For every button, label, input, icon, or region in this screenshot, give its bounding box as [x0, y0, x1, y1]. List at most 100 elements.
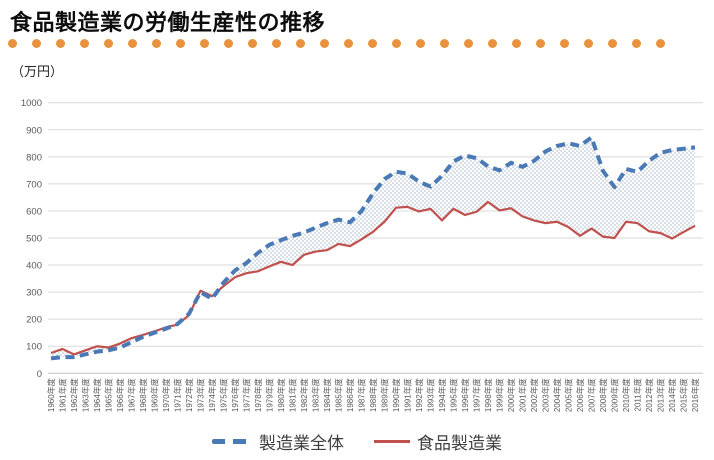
divider-dot	[224, 39, 233, 48]
legend-label: 製造業全体	[259, 434, 344, 453]
x-tick-label: 1966年度	[115, 378, 125, 412]
divider-dot	[464, 39, 473, 48]
x-tick-label: 1977年度	[242, 378, 252, 412]
x-tick-label: 1976年度	[230, 378, 240, 412]
y-tick-label: 600	[26, 206, 42, 217]
divider-dot	[392, 39, 401, 48]
x-tick-label: 1998年度	[483, 378, 493, 412]
x-tick-label: 1981年度	[288, 378, 298, 412]
x-tick-label: 1975年度	[219, 378, 229, 412]
x-tick-label: 1995年度	[449, 378, 459, 412]
x-tick-label: 1961年度	[58, 378, 68, 412]
x-tick-label: 1963年度	[81, 378, 91, 412]
y-tick-label: 900	[26, 125, 42, 136]
x-tick-label: 1979年度	[265, 378, 275, 412]
legend-item-food-manufacturing: 食品製造業	[374, 429, 502, 454]
divider-dot	[296, 39, 305, 48]
x-tick-label: 1983年度	[311, 378, 321, 412]
solid-line-swatch-icon	[374, 440, 410, 443]
y-tick-label: 300	[26, 288, 42, 299]
y-tick-label: 800	[26, 152, 42, 163]
series-line-food-manufacturing	[50, 200, 696, 356]
x-tick-label: 2003年度	[541, 378, 551, 412]
y-tick-label: 200	[26, 315, 42, 326]
x-tick-label: 1968年度	[138, 378, 148, 412]
x-tick-label: 1967年度	[127, 378, 137, 412]
x-tick-label: 1992年度	[414, 378, 424, 412]
x-tick-label: 2014年度	[667, 378, 677, 412]
x-tick-label: 1972年度	[184, 378, 194, 412]
divider-dot	[536, 39, 545, 48]
divider-dot	[440, 39, 449, 48]
divider-dot	[344, 39, 353, 48]
x-tick-label: 1994年度	[437, 378, 447, 412]
y-tick-label: 1000	[21, 98, 42, 109]
divider-dot	[608, 39, 617, 48]
x-tick-label: 1987年度	[357, 378, 367, 412]
divider-dot	[8, 39, 17, 48]
x-tick-label: 1969年度	[150, 378, 160, 412]
x-tick-label: 1984年度	[322, 378, 332, 412]
chart-canvas: 0 100 200 300 400 500 600 700 800 900 1000 1960年度 19…	[0, 58, 714, 430]
x-tick-label: 2015年度	[679, 378, 689, 412]
x-tick-label: 1965年度	[104, 378, 114, 412]
x-tick-label: 2013年度	[656, 378, 666, 412]
x-tick-label: 1982年度	[299, 378, 309, 412]
divider-dot	[632, 39, 641, 48]
x-tick-label: 1997年度	[472, 378, 482, 412]
x-tick-label: 1996年度	[460, 378, 470, 412]
divider-dot	[512, 39, 521, 48]
x-tick-label: 1990年度	[391, 378, 401, 412]
divider-dot	[128, 39, 137, 48]
x-tick-label: 1960年度	[46, 378, 56, 412]
x-tick-label: 2001年度	[518, 378, 528, 412]
x-tick-label: 1985年度	[334, 378, 344, 412]
x-tick-label: 1988年度	[368, 378, 378, 412]
x-tick-label: 1991年度	[403, 378, 413, 412]
y-axis-unit-label: （万円）	[11, 64, 64, 79]
legend-item-manufacturing-total: 製造業全体	[212, 429, 344, 454]
divider-dot	[176, 39, 185, 48]
x-tick-label: 1973年度	[196, 378, 206, 412]
divider-dot	[656, 39, 665, 48]
divider-dot	[272, 39, 281, 48]
chart-legend: 製造業全体 食品製造業	[0, 429, 714, 454]
x-tick-label: 2008年度	[598, 378, 608, 412]
divider-dot	[320, 39, 329, 48]
x-tick-label: 2004年度	[552, 378, 562, 412]
x-tick-label: 1993年度	[426, 378, 436, 412]
x-tick-label: 1978年度	[253, 378, 263, 412]
x-tick-label: 2016年度	[690, 378, 700, 412]
x-tick-label: 1989年度	[380, 378, 390, 412]
legend-label: 食品製造業	[417, 434, 502, 453]
x-tick-label: 1970年度	[161, 378, 171, 412]
x-tick-label: 1999年度	[495, 378, 505, 412]
divider-dot	[32, 39, 41, 48]
y-tick-label: 500	[26, 234, 42, 245]
x-tick-label: 1971年度	[173, 378, 183, 412]
x-tick-label: 1962年度	[69, 378, 79, 412]
divider-dot	[416, 39, 425, 48]
divider-dot	[584, 39, 593, 48]
series-line-manufacturing-total	[50, 135, 696, 361]
divider-dot	[152, 39, 161, 48]
page-title: 食品製造業の労働生産性の推移	[10, 10, 326, 35]
area-fill-between-series	[51, 137, 695, 359]
divider-dot	[368, 39, 377, 48]
divider-dot	[488, 39, 497, 48]
x-tick-label: 1974年度	[207, 378, 217, 412]
x-tick-label: 1964年度	[92, 378, 102, 412]
x-tick-label: 2000年度	[506, 378, 516, 412]
divider-dot	[200, 39, 209, 48]
y-tick-label: 700	[26, 179, 42, 190]
x-tick-label: 1986年度	[345, 378, 355, 412]
dotted-divider	[8, 39, 665, 48]
x-tick-label: 2006年度	[575, 378, 585, 412]
x-tick-label: 2010年度	[621, 378, 631, 412]
divider-dot	[560, 39, 569, 48]
divider-dot	[80, 39, 89, 48]
x-tick-label: 2012年度	[644, 378, 654, 412]
x-tick-label: 2005年度	[564, 378, 574, 412]
